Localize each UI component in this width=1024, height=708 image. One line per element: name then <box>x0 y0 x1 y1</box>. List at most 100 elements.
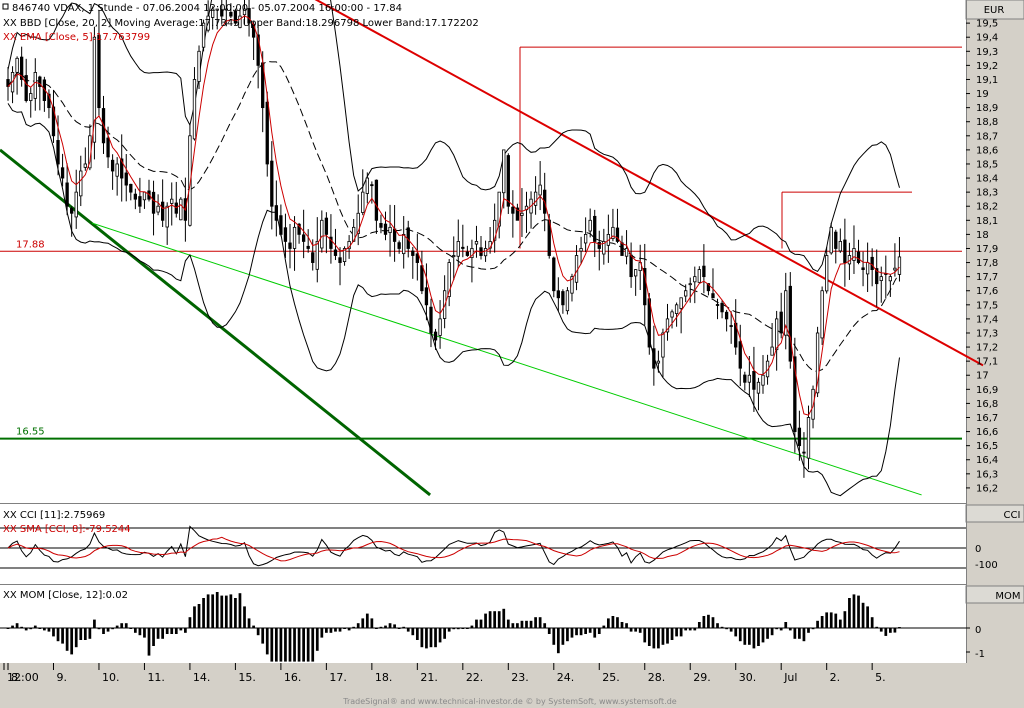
candle-body <box>361 191 365 213</box>
candle-body <box>56 140 60 165</box>
candle-body <box>233 10 238 24</box>
mom-bar <box>325 628 328 633</box>
bollinger-legend[interactable]: XX BBD [Close, 20, 2] Moving Average:17.… <box>3 18 479 29</box>
mom-bar <box>215 592 219 628</box>
mom-bar <box>484 613 487 628</box>
time-tick-label: 17. <box>329 671 347 684</box>
mom-bar <box>770 628 774 636</box>
mom-bar <box>861 602 865 628</box>
candle-body <box>461 246 465 249</box>
mom-bar <box>629 628 633 632</box>
candle-body <box>784 290 788 336</box>
mom-bar <box>479 619 483 628</box>
bollinger-middle <box>7 60 900 372</box>
candle-body <box>679 297 683 309</box>
candle-body <box>110 159 115 172</box>
instrument-title: 846740 VDAX, 1 Stunde - 07.06.2004 12:00… <box>12 3 402 14</box>
mom-bar <box>343 628 346 629</box>
mom-bar <box>493 611 497 628</box>
candle-body <box>365 177 369 194</box>
time-tick-label: 22. <box>466 671 484 684</box>
mom-bar <box>888 628 892 633</box>
cci-legend[interactable]: XX CCI [11]:2.75969 <box>3 510 105 521</box>
candle-body <box>188 135 192 226</box>
mom-bar <box>61 628 64 644</box>
time-tick-label: 28. <box>648 671 666 684</box>
candle-body <box>115 163 119 177</box>
candle-body <box>515 207 520 221</box>
mom-bar <box>666 628 669 644</box>
mom-bar <box>111 628 114 630</box>
mom-bar <box>552 628 556 645</box>
mom-bar <box>652 628 656 649</box>
candle-body <box>33 72 37 99</box>
cci-sma-legend[interactable]: XX SMA [CCI, 8]:-79.5244 <box>3 524 131 535</box>
mom-bar <box>402 626 406 628</box>
mom-bar <box>20 626 24 628</box>
candle-body <box>265 101 269 165</box>
mom-bar <box>229 594 233 628</box>
mom-bar <box>206 594 210 628</box>
mom-bar <box>33 625 37 628</box>
mom-bar <box>252 625 255 628</box>
candle-body <box>138 196 142 207</box>
mom-bar <box>311 628 315 662</box>
price-tick-label: 17,4 <box>976 314 998 325</box>
candle-body <box>774 318 779 351</box>
price-tick-label: 17,9 <box>976 244 998 255</box>
mom-bar <box>106 628 110 632</box>
mom-bar <box>284 628 287 662</box>
mom-bar <box>729 628 733 632</box>
price-tick-label: 17,8 <box>976 258 998 269</box>
mom-bar <box>497 611 501 628</box>
mom-bar <box>848 598 851 628</box>
axes: 16,2 16,3 16,4 16,5 16,6 16,7 16,8 16,9 17 17,1 17… <box>3 19 998 684</box>
candle-body <box>106 137 110 158</box>
candle-body <box>402 233 406 255</box>
mom-bar <box>834 613 838 628</box>
candle-body <box>452 255 456 258</box>
mom-bar <box>356 623 360 628</box>
candle-body <box>602 241 606 255</box>
mom-bar <box>693 628 697 631</box>
mom-bar <box>193 606 196 628</box>
candle-body <box>620 242 624 256</box>
candle-body <box>697 269 701 283</box>
mom-bar <box>702 616 706 628</box>
candle-body <box>752 371 756 390</box>
time-tick-label: 8. <box>11 671 22 684</box>
mom-bar <box>575 628 578 636</box>
candle-body <box>374 179 379 221</box>
mom-bar <box>761 628 765 643</box>
candle-body <box>493 219 497 241</box>
candle-body <box>834 231 838 249</box>
candle-body <box>756 381 761 394</box>
mom-bar <box>288 628 292 662</box>
candle-body <box>724 311 729 320</box>
candle-body <box>802 451 806 454</box>
mom-bar <box>807 628 810 633</box>
mom-bar <box>898 627 901 629</box>
candle-body <box>51 106 56 137</box>
mom-bar <box>74 628 78 648</box>
candle-body <box>797 427 802 447</box>
candle-body <box>356 212 360 234</box>
mom-bar <box>165 628 169 634</box>
candle-body <box>324 217 329 235</box>
candle-body <box>652 348 656 369</box>
mom-bar <box>566 628 569 642</box>
mom-bar <box>556 628 560 654</box>
mom-legend[interactable]: XX MOM [Close, 12]:0.02 <box>3 590 128 601</box>
time-tick-label: 16. <box>284 671 302 684</box>
mom-bar <box>579 628 583 636</box>
candle-body <box>201 22 206 48</box>
ema-legend[interactable]: XX EMA [Close, 5]:17.763799 <box>3 32 150 43</box>
price-tick-label: 19,4 <box>976 33 998 44</box>
candle-body <box>893 267 897 271</box>
candle-body <box>415 253 419 263</box>
mom-bar <box>420 628 424 648</box>
mom-bar <box>616 617 619 628</box>
mom-bar <box>220 595 224 628</box>
mom-bar <box>429 628 433 648</box>
